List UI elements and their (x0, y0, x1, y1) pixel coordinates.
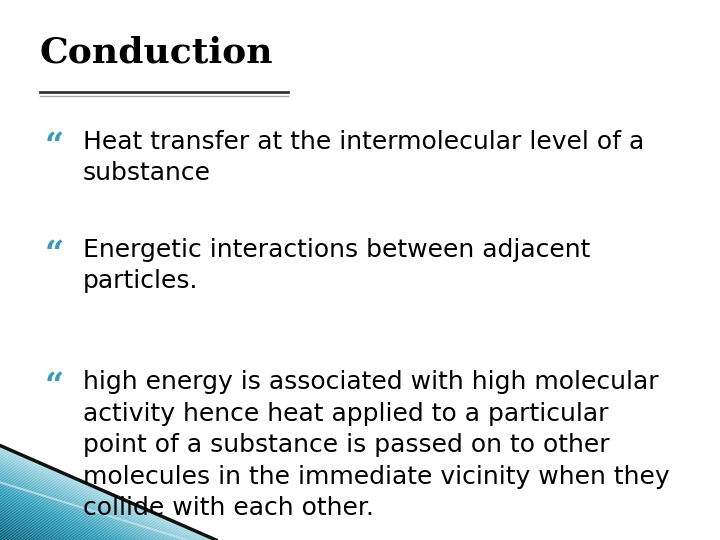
Polygon shape (0, 538, 4, 540)
Polygon shape (0, 456, 191, 540)
Polygon shape (0, 502, 86, 540)
Text: “: “ (45, 238, 64, 271)
Polygon shape (0, 447, 212, 540)
Polygon shape (0, 461, 180, 540)
Polygon shape (0, 449, 209, 540)
Polygon shape (0, 516, 54, 540)
Polygon shape (0, 454, 198, 540)
Polygon shape (0, 515, 58, 540)
Text: Heat transfer at the intermolecular level of a
substance: Heat transfer at the intermolecular leve… (83, 130, 644, 185)
Polygon shape (0, 507, 76, 540)
Polygon shape (0, 487, 122, 540)
Text: “: “ (45, 370, 64, 403)
Polygon shape (0, 482, 133, 540)
Polygon shape (0, 471, 158, 540)
Polygon shape (0, 526, 32, 540)
Polygon shape (0, 474, 151, 540)
Polygon shape (0, 452, 202, 540)
Polygon shape (0, 446, 216, 540)
Polygon shape (0, 475, 148, 540)
Polygon shape (0, 510, 68, 540)
Polygon shape (0, 455, 194, 540)
Polygon shape (0, 468, 166, 540)
Polygon shape (0, 499, 94, 540)
Polygon shape (0, 463, 176, 540)
Polygon shape (0, 529, 25, 540)
Polygon shape (0, 450, 205, 540)
Polygon shape (0, 497, 97, 540)
Polygon shape (0, 496, 101, 540)
Text: Conduction: Conduction (40, 35, 273, 69)
Polygon shape (0, 523, 40, 540)
Polygon shape (0, 532, 18, 540)
Polygon shape (0, 512, 65, 540)
Polygon shape (0, 491, 112, 540)
Polygon shape (0, 501, 90, 540)
Polygon shape (0, 464, 173, 540)
Polygon shape (0, 505, 79, 540)
Polygon shape (0, 483, 130, 540)
Polygon shape (0, 519, 47, 540)
Text: “: “ (45, 130, 64, 163)
Polygon shape (0, 477, 144, 540)
Text: Energetic interactions between adjacent
particles.: Energetic interactions between adjacent … (83, 238, 590, 293)
Polygon shape (0, 534, 14, 540)
Polygon shape (0, 537, 7, 540)
Polygon shape (0, 504, 83, 540)
Polygon shape (0, 528, 29, 540)
Polygon shape (0, 524, 36, 540)
Polygon shape (0, 460, 184, 540)
Polygon shape (0, 485, 126, 540)
Polygon shape (0, 458, 187, 540)
Polygon shape (0, 480, 137, 540)
Polygon shape (0, 521, 43, 540)
Polygon shape (0, 535, 11, 540)
Polygon shape (0, 509, 72, 540)
Polygon shape (0, 494, 104, 540)
Polygon shape (0, 478, 140, 540)
Text: high energy is associated with high molecular
activity hence heat applied to a p: high energy is associated with high mole… (83, 370, 670, 521)
Polygon shape (0, 472, 155, 540)
Polygon shape (0, 469, 162, 540)
Polygon shape (0, 530, 22, 540)
Polygon shape (0, 488, 119, 540)
Polygon shape (0, 513, 61, 540)
Polygon shape (0, 490, 115, 540)
Polygon shape (0, 518, 50, 540)
Polygon shape (0, 466, 169, 540)
Polygon shape (0, 492, 108, 540)
